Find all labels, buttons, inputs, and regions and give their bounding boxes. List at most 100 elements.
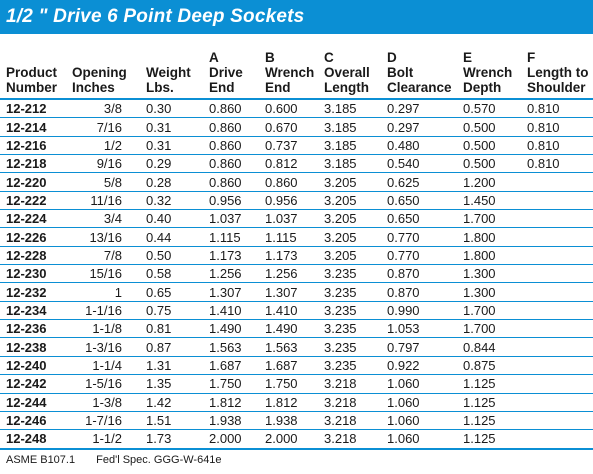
table-cell: 2.000 [265,429,324,450]
table-cell: 1.687 [265,356,324,376]
table-row: 12-236 1-1/8 0.81 1.490 1.490 3.235 1.053 1.700 [0,319,593,339]
table-cell: 0.32 [146,191,209,211]
table-cell: 0.500 [463,117,527,137]
column-header-line: Wrench [463,65,513,80]
table-cell: 0.650 [387,191,463,211]
table-cell: 0.860 [209,172,265,192]
table-cell: 3.218 [324,374,387,394]
table-cell: 0.870 [387,282,463,302]
table-cell [527,301,593,321]
table-row: 12-214 7/16 0.31 0.860 0.670 3.185 0.297 0.500 0… [0,117,593,137]
table-cell: 0.810 [527,154,593,174]
table-cell: 15/16 [72,264,146,284]
table-cell: 0.990 [387,301,463,321]
column-header-line: Overall [324,65,370,80]
table-cell: 0.860 [209,99,265,119]
table-cell: 1.060 [387,393,463,412]
table-cell: 0.58 [146,264,209,284]
table-cell: 1.060 [387,429,463,450]
table-cell: 0.810 [527,117,593,137]
table-cell: 0.65 [146,282,209,302]
table-cell: 12-238 [0,337,72,357]
table-cell: 12-222 [0,191,72,211]
table-cell: 1.037 [209,209,265,229]
table-cell: 1.300 [463,264,527,284]
table-cell: 0.770 [387,227,463,247]
table-cell: 1.800 [463,246,527,266]
column-header-line: Length [324,80,369,95]
table-cell: 0.922 [387,356,463,376]
table-cell: 3.235 [324,301,387,321]
table-cell: 1.490 [265,319,324,339]
table-cell: 0.87 [146,337,209,357]
table-row: 12-212 3/8 0.30 0.860 0.600 3.185 0.297 0.570 0.… [0,99,593,119]
column-header-line: End [265,80,291,95]
table-cell: 0.870 [387,264,463,284]
table-cell [527,411,593,431]
table-cell: 1.256 [265,264,324,284]
table-cell: 0.600 [265,99,324,119]
table-cell [527,282,593,302]
table-cell: 0.297 [387,99,463,119]
column-header-line: Bolt [387,65,414,80]
table-cell: 1.060 [387,411,463,431]
table-row: 12-246 1-7/16 1.51 1.938 1.938 3.218 1.060 1.12… [0,411,593,431]
table-cell: 12-232 [0,282,72,302]
table-cell: 12-240 [0,356,72,376]
table-cell: 1.200 [463,172,527,192]
table-row: 12-216 1/2 0.31 0.860 0.737 3.185 0.480 0.500 0.… [0,136,593,156]
header-row: Product Number Opening Inches Weight Lbs. A D… [0,34,593,100]
table-cell: 1.700 [463,209,527,229]
footer-notes: ASME B107.1 Fed'l Spec. GGG-W-641e [6,454,240,466]
table-cell: 0.297 [387,117,463,137]
table-cell: 0.812 [265,154,324,174]
table-cell: 1-7/16 [72,411,146,431]
table-cell: 3.235 [324,319,387,339]
column-header: C Overall Length [324,34,387,100]
table-cell: 0.810 [527,136,593,156]
column-header-line: Opening [72,65,127,80]
table-cell: 0.75 [146,301,209,321]
table-cell: 1.256 [209,264,265,284]
table-cell: 1.563 [209,337,265,357]
table-cell: 12-244 [0,393,72,412]
table-cell: 1.173 [265,246,324,266]
table-cell [527,172,593,192]
table-cell: 1.31 [146,356,209,376]
table-cell: 1.490 [209,319,265,339]
table-cell: 1.115 [265,227,324,247]
table-row: 12-232 1 0.65 1.307 1.307 3.235 0.870 1.300 [0,282,593,302]
table-cell: 1.053 [387,319,463,339]
table-title: 1/2 " Drive 6 Point Deep Sockets [0,0,593,34]
column-header-line: F [527,50,536,65]
table-cell: 1.812 [265,393,324,412]
table-cell: 3/4 [72,209,146,229]
table-cell: 1-1/4 [72,356,146,376]
table-cell [527,319,593,339]
table-row: 12-240 1-1/4 1.31 1.687 1.687 3.235 0.922 0.875 [0,356,593,376]
table-cell: 0.770 [387,246,463,266]
table-cell [527,191,593,211]
table-cell [527,227,593,247]
table-cell: 1.307 [209,282,265,302]
table-cell: 3.205 [324,172,387,192]
table-cell: 0.44 [146,227,209,247]
table-cell: 12-246 [0,411,72,431]
table-cell [527,374,593,394]
table-cell: 1.125 [463,429,527,450]
column-header-line: End [209,80,235,95]
table-cell: 0.50 [146,246,209,266]
column-header-line: A [209,50,219,65]
table-cell [527,337,593,357]
table-cell: 0.29 [146,154,209,174]
column-header-line: E [463,50,473,65]
table-row: 12-228 7/8 0.50 1.173 1.173 3.205 0.770 1.800 [0,246,593,266]
table-row: 12-218 9/16 0.29 0.860 0.812 3.185 0.540 0.500 0… [0,154,593,174]
column-header-line [72,50,146,65]
column-header: E Wrench Depth [463,34,527,100]
table-cell: 1.173 [209,246,265,266]
table-cell: 1.410 [265,301,324,321]
table-cell [527,356,593,376]
table-cell: 1.700 [463,319,527,339]
table-row: 12-234 1-1/16 0.75 1.410 1.410 3.235 0.990 1.70… [0,301,593,321]
